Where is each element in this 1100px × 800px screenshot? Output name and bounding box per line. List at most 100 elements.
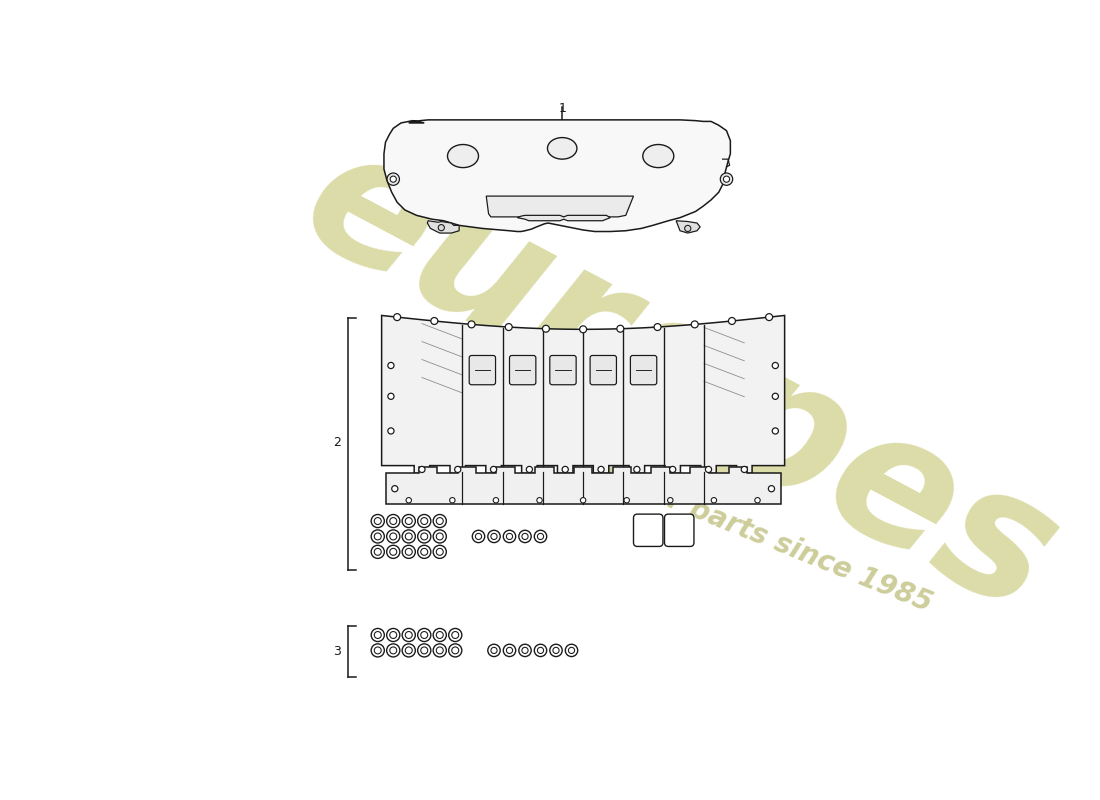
FancyBboxPatch shape bbox=[550, 355, 576, 385]
Circle shape bbox=[421, 518, 428, 525]
Circle shape bbox=[421, 548, 428, 555]
Circle shape bbox=[418, 514, 431, 527]
Circle shape bbox=[389, 533, 397, 540]
Circle shape bbox=[526, 466, 532, 473]
Polygon shape bbox=[427, 221, 459, 233]
Circle shape bbox=[437, 533, 443, 540]
Circle shape bbox=[433, 530, 447, 543]
Circle shape bbox=[535, 644, 547, 657]
Circle shape bbox=[438, 225, 444, 230]
Text: europes: europes bbox=[275, 110, 1085, 652]
Circle shape bbox=[403, 530, 416, 543]
Circle shape bbox=[405, 631, 412, 638]
Circle shape bbox=[449, 629, 462, 642]
Circle shape bbox=[654, 323, 661, 330]
Circle shape bbox=[433, 546, 447, 558]
Circle shape bbox=[504, 644, 516, 657]
Circle shape bbox=[387, 644, 399, 657]
Circle shape bbox=[454, 466, 461, 473]
Circle shape bbox=[437, 548, 443, 555]
Circle shape bbox=[724, 176, 729, 182]
FancyBboxPatch shape bbox=[509, 355, 536, 385]
Circle shape bbox=[389, 631, 397, 638]
Circle shape bbox=[491, 647, 497, 654]
Circle shape bbox=[565, 644, 578, 657]
Circle shape bbox=[374, 533, 382, 540]
Text: 1: 1 bbox=[559, 102, 566, 115]
Circle shape bbox=[403, 629, 416, 642]
Circle shape bbox=[772, 362, 779, 369]
Circle shape bbox=[405, 533, 412, 540]
Circle shape bbox=[521, 534, 528, 539]
FancyBboxPatch shape bbox=[470, 355, 495, 385]
Circle shape bbox=[371, 629, 384, 642]
Circle shape bbox=[741, 466, 747, 473]
Circle shape bbox=[374, 631, 382, 638]
Circle shape bbox=[371, 514, 384, 527]
Circle shape bbox=[720, 173, 733, 186]
Circle shape bbox=[389, 647, 397, 654]
FancyBboxPatch shape bbox=[630, 355, 657, 385]
Circle shape bbox=[728, 318, 736, 325]
Circle shape bbox=[421, 631, 428, 638]
Circle shape bbox=[419, 466, 425, 473]
Circle shape bbox=[521, 647, 528, 654]
Circle shape bbox=[374, 647, 382, 654]
Circle shape bbox=[755, 498, 760, 503]
Circle shape bbox=[403, 644, 416, 657]
Circle shape bbox=[468, 321, 475, 328]
Ellipse shape bbox=[548, 138, 576, 159]
Circle shape bbox=[433, 644, 447, 657]
Circle shape bbox=[550, 644, 562, 657]
Text: 3: 3 bbox=[332, 645, 341, 658]
Circle shape bbox=[389, 548, 397, 555]
Circle shape bbox=[433, 514, 447, 527]
Circle shape bbox=[418, 629, 431, 642]
Circle shape bbox=[581, 498, 586, 503]
Circle shape bbox=[388, 362, 394, 369]
Text: a passion for motor parts since 1985: a passion for motor parts since 1985 bbox=[393, 376, 936, 617]
Circle shape bbox=[452, 631, 459, 638]
Circle shape bbox=[374, 518, 382, 525]
Circle shape bbox=[491, 466, 497, 473]
Circle shape bbox=[389, 518, 397, 525]
Circle shape bbox=[519, 530, 531, 542]
Circle shape bbox=[487, 644, 500, 657]
Circle shape bbox=[487, 530, 500, 542]
Circle shape bbox=[437, 647, 443, 654]
Circle shape bbox=[670, 466, 675, 473]
Circle shape bbox=[418, 644, 431, 657]
Circle shape bbox=[421, 533, 428, 540]
Circle shape bbox=[374, 548, 382, 555]
Circle shape bbox=[504, 530, 516, 542]
Circle shape bbox=[668, 498, 673, 503]
Circle shape bbox=[431, 318, 438, 325]
Circle shape bbox=[437, 631, 443, 638]
Circle shape bbox=[394, 314, 400, 321]
FancyBboxPatch shape bbox=[634, 514, 663, 546]
Circle shape bbox=[691, 321, 698, 328]
Circle shape bbox=[506, 647, 513, 654]
Circle shape bbox=[371, 546, 384, 558]
Circle shape bbox=[392, 486, 398, 492]
Circle shape bbox=[475, 534, 482, 539]
Circle shape bbox=[371, 644, 384, 657]
Circle shape bbox=[569, 647, 574, 654]
FancyBboxPatch shape bbox=[664, 514, 694, 546]
Circle shape bbox=[505, 323, 513, 330]
Circle shape bbox=[388, 428, 394, 434]
Circle shape bbox=[535, 530, 547, 542]
Circle shape bbox=[766, 314, 772, 321]
Circle shape bbox=[538, 647, 543, 654]
Circle shape bbox=[519, 644, 531, 657]
Polygon shape bbox=[676, 221, 700, 233]
Polygon shape bbox=[382, 315, 784, 474]
Circle shape bbox=[491, 534, 497, 539]
Polygon shape bbox=[384, 120, 730, 231]
Circle shape bbox=[624, 498, 629, 503]
Circle shape bbox=[493, 498, 498, 503]
FancyBboxPatch shape bbox=[590, 355, 616, 385]
Circle shape bbox=[403, 514, 416, 527]
Circle shape bbox=[418, 530, 431, 543]
Circle shape bbox=[421, 647, 428, 654]
